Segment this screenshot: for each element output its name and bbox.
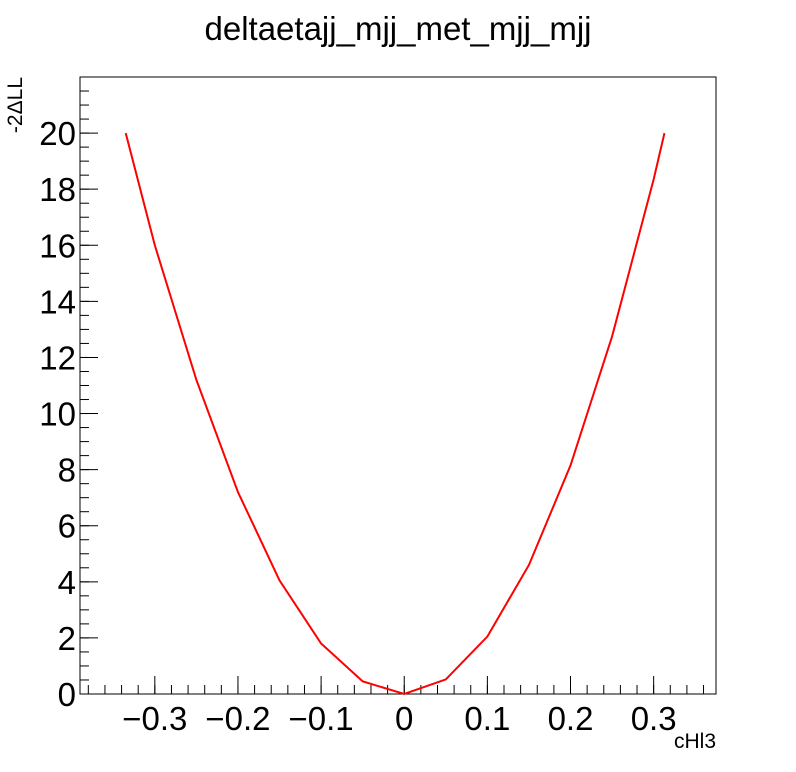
x-tick-label: 0.1 [464,700,510,737]
plot-frame [79,76,717,695]
x-tick-label: −0.3 [122,700,187,737]
x-tick-label: 0 [395,700,413,737]
y-tick-label: 4 [58,564,76,601]
x-tick-label: 0.2 [548,700,594,737]
y-axis-label: -2ΔLL [4,77,27,133]
y-tick-label: 0 [58,676,76,713]
y-tick-label: 14 [39,283,76,320]
x-tick-label: 0.3 [631,700,677,737]
y-tick-label: 6 [58,508,76,545]
y-axis-ticks [80,76,98,695]
x-axis-label: cHl3 [674,730,716,753]
y-tick-label: 20 [39,115,76,152]
x-tick-label: −0.1 [289,700,354,737]
y-tick-label: 2 [58,620,76,657]
y-tick-label: 12 [39,339,76,376]
likelihood-curve [124,132,666,696]
x-tick-label: −0.2 [205,700,270,737]
x-axis-ticks [87,676,705,694]
y-axis-tick-labels: 0 2 4 6 8 10 12 14 16 18 20 [39,115,76,713]
chart-title: deltaetajj_mjj_met_mjj_mjj [205,10,592,47]
y-tick-label: 18 [39,171,76,208]
y-tick-label: 16 [39,227,76,264]
x-axis-tick-labels: −0.3 −0.2 −0.1 0 0.1 0.2 0.3 [122,700,676,737]
y-tick-label: 10 [39,396,76,433]
y-tick-label: 8 [58,452,76,489]
